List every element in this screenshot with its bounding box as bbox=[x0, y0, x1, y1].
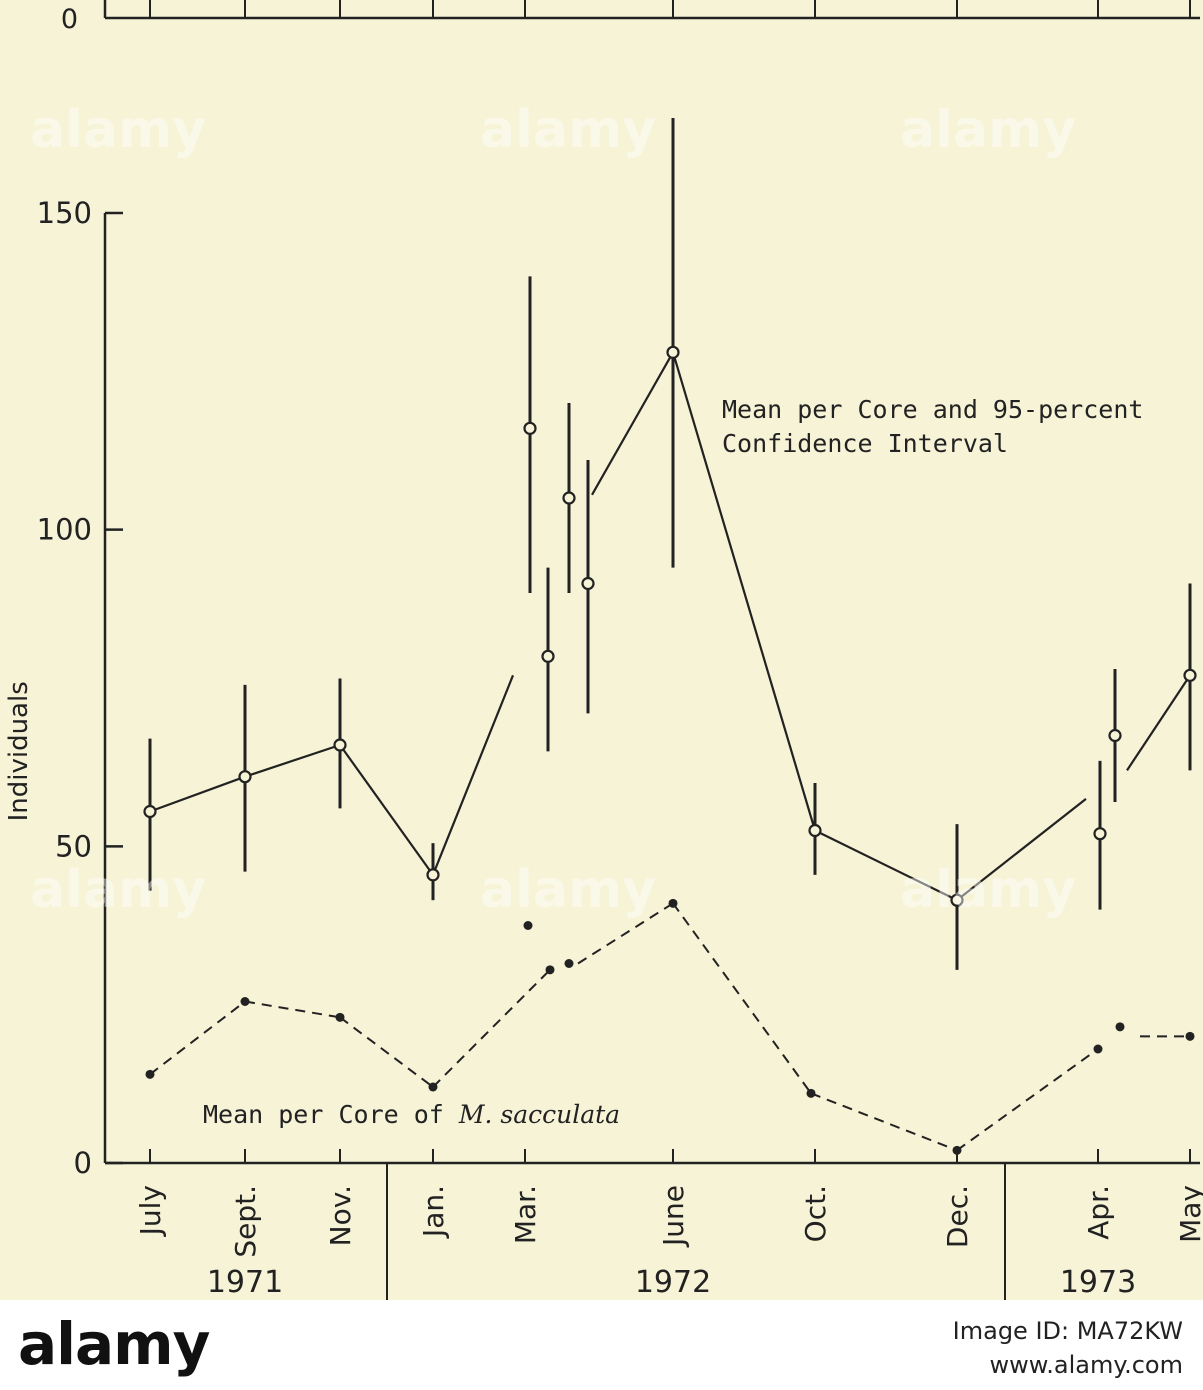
top-axis-zero-label: 0 bbox=[61, 4, 78, 35]
ci-series-segment bbox=[431, 674, 515, 876]
labels-layer: July Sept. Nov. Jan. Mar. June Oct. Dec. Apr. May… bbox=[134, 395, 1203, 1300]
ci-series-segment bbox=[244, 743, 341, 778]
y-tick-label: 100 bbox=[37, 513, 92, 547]
x-tick-label: Jan. bbox=[417, 1185, 450, 1239]
sacculata-series-segment bbox=[149, 1000, 246, 1076]
sacculata-point bbox=[1093, 1044, 1103, 1054]
sacculata-series-segment bbox=[810, 1092, 958, 1152]
ci-mean-point bbox=[666, 345, 680, 359]
ci-series-segment bbox=[339, 744, 434, 876]
ci-mean-point bbox=[238, 770, 252, 784]
sacculata-point bbox=[145, 1069, 155, 1079]
sacculata-label-prefix: Mean per Core of bbox=[203, 1100, 459, 1129]
ci-mean-point bbox=[1108, 728, 1122, 743]
ci-mean-point bbox=[1183, 668, 1197, 682]
sacculata-series-segment bbox=[339, 1016, 434, 1088]
sacculata-point bbox=[523, 921, 533, 930]
x-tick-label: June bbox=[657, 1185, 690, 1248]
sacculata-point bbox=[1185, 1031, 1195, 1041]
ci-legend-label-line2: Confidence Interval bbox=[722, 429, 1008, 458]
sacculata-point bbox=[668, 898, 678, 908]
sacculata-point bbox=[564, 959, 574, 968]
x-tick-label: Oct. bbox=[799, 1185, 832, 1242]
alamy-logo: alamy bbox=[18, 1310, 210, 1378]
year-label: 1972 bbox=[635, 1265, 711, 1300]
y-tick-label: 50 bbox=[55, 829, 92, 863]
sacculata-point bbox=[1115, 1022, 1125, 1032]
sacculata-series-segment bbox=[244, 1000, 341, 1019]
chart-svg: 0 0 50 100 150 Individuals July Sept. Nov. Jan. M… bbox=[4, 0, 1203, 1300]
image-id: Image ID: MA72KW bbox=[952, 1317, 1183, 1345]
y-tick-label: 150 bbox=[37, 196, 92, 230]
axes-frame: 0 0 50 100 150 Individuals bbox=[4, 0, 1200, 1300]
sacculata-point bbox=[545, 965, 555, 975]
ci-mean-point bbox=[143, 804, 157, 819]
x-tick-label: Apr. bbox=[1082, 1185, 1115, 1240]
ci-mean-point bbox=[562, 491, 576, 505]
y-tick-label: 0 bbox=[74, 1146, 92, 1180]
ci-mean-point bbox=[333, 738, 347, 752]
sacculata-series-segment bbox=[432, 969, 551, 1088]
chart-area: 0 0 50 100 150 Individuals July Sept. Nov. Jan. M… bbox=[0, 0, 1203, 1300]
series-layer bbox=[143, 118, 1197, 1155]
ci-series-segment bbox=[956, 797, 1087, 902]
image-info: Image ID: MA72KW www.alamy.com bbox=[953, 1314, 1183, 1382]
year-label: 1973 bbox=[1060, 1265, 1136, 1300]
ci-mean-point bbox=[581, 576, 595, 591]
year-label: 1971 bbox=[207, 1265, 283, 1300]
sacculata-point bbox=[806, 1088, 816, 1098]
ci-mean-point bbox=[541, 649, 555, 663]
ci-mean-point bbox=[1093, 827, 1107, 841]
site-url: www.alamy.com bbox=[989, 1351, 1183, 1379]
x-tick-label: Sept. bbox=[229, 1185, 262, 1258]
ci-mean-point bbox=[426, 868, 440, 882]
x-tick-label: Mar. bbox=[509, 1185, 542, 1244]
ci-mean-point bbox=[808, 823, 822, 838]
y-axis-label: Individuals bbox=[4, 681, 34, 821]
sacculata-legend-label: Mean per Core of M. sacculata bbox=[203, 1100, 620, 1129]
ci-series-segment bbox=[149, 775, 246, 813]
ci-mean-point bbox=[523, 421, 537, 435]
sacculata-series-segment bbox=[577, 902, 674, 965]
sacculata-point bbox=[952, 1145, 962, 1155]
sacculata-point bbox=[240, 997, 250, 1006]
ci-series-segment bbox=[814, 829, 958, 902]
sacculata-point bbox=[428, 1082, 438, 1092]
ci-series-segment bbox=[1126, 674, 1191, 771]
sacculata-series-segment bbox=[672, 902, 812, 1094]
x-tick-label: July bbox=[134, 1185, 167, 1237]
x-tick-label: Nov. bbox=[324, 1185, 357, 1246]
sacculata-point bbox=[335, 1012, 345, 1022]
x-tick-label: May bbox=[1174, 1185, 1203, 1243]
ci-series-segment bbox=[671, 352, 817, 831]
ci-mean-point bbox=[950, 893, 964, 907]
sacculata-series-segment bbox=[956, 1048, 1099, 1152]
sacculata-label-species: M. sacculata bbox=[458, 1100, 620, 1129]
footer: alamy Image ID: MA72KW www.alamy.com bbox=[0, 1300, 1203, 1390]
x-tick-label: Dec. bbox=[941, 1185, 974, 1248]
ci-series-segment bbox=[591, 351, 674, 496]
ci-legend-label-line1: Mean per Core and 95-percent bbox=[722, 395, 1143, 424]
